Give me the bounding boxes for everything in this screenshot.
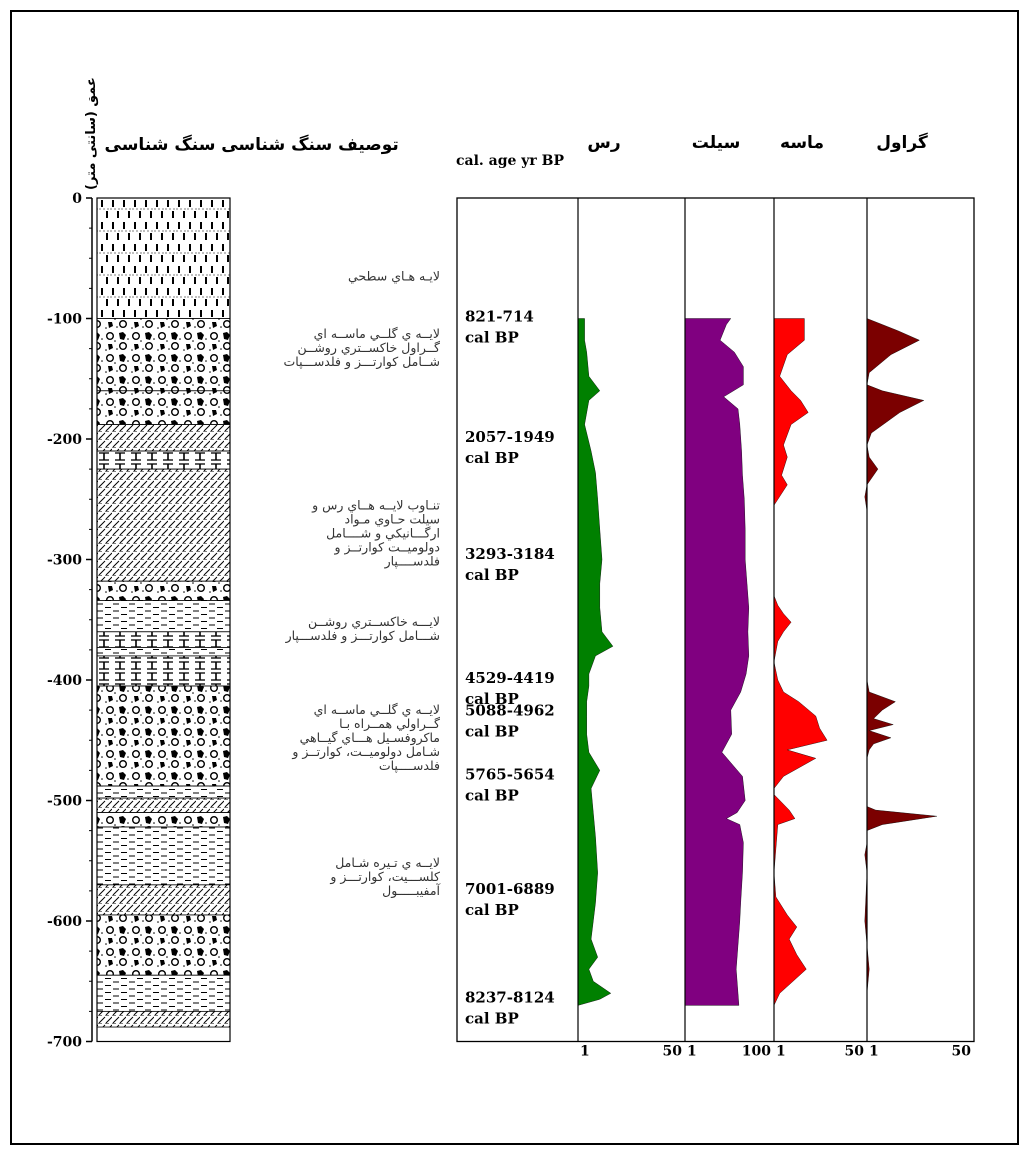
description-line: تنـاوب لايــه هــاي رس و	[311, 497, 440, 513]
age-range: 821-714	[465, 308, 534, 326]
depth-tick-label: -300	[47, 553, 82, 569]
lithology-unit-dolo	[96, 450, 231, 470]
lithology-unit-hatch	[96, 424, 231, 452]
lithology-header: سنگ شناسی	[105, 134, 216, 155]
lithology-unit-gravel	[96, 318, 231, 392]
description-line: فلدســــپات	[379, 758, 440, 773]
age-unit: cal BP	[465, 723, 519, 741]
lithology-unit-hatch	[96, 468, 231, 582]
description-line: شـــامل كوارتـــز و فلدســـپار	[285, 628, 440, 644]
description-line: كلســـيت، كوارتـــز و	[329, 869, 440, 885]
grain-size-curves	[577, 318, 937, 1006]
age-range: 4529-4419	[465, 669, 555, 687]
age-unit: cal BP	[465, 566, 519, 584]
description-line: لايــه ي تـيره شـامل	[335, 855, 440, 871]
lithology-unit-gravel	[96, 914, 231, 976]
age-range: 5765-5654	[465, 765, 555, 783]
age-unit: cal BP	[465, 449, 519, 467]
lithology-unit-gravel	[96, 812, 231, 828]
age-range: 5088-4962	[465, 702, 555, 720]
description-line: آمفيبـــــول	[382, 883, 440, 899]
age-unit: cal BP	[465, 786, 519, 804]
curve-sand	[773, 318, 828, 1006]
curve-silt	[684, 318, 750, 1006]
age-range: 7001-6889	[465, 880, 555, 898]
description-line: لايـه هـاي سطحي	[348, 268, 440, 283]
silt-scale-min: 1	[687, 1044, 697, 1060]
sand-header: ماسه	[780, 133, 824, 153]
lithology-unit-dash	[96, 974, 231, 1012]
lithology-unit-dolo	[96, 655, 231, 687]
description-line: لايــه ي گلــي ماســه اي	[314, 702, 440, 717]
age-range: 8237-8124	[465, 988, 555, 1006]
sand-scale-min: 1	[776, 1044, 786, 1060]
lithology-unit-hatch	[96, 1010, 231, 1028]
description-line: لايــه ي گلــي ماســه اي	[314, 326, 440, 341]
lithology-unit-gravel	[96, 580, 231, 601]
description-line: فلدســــپار	[384, 553, 440, 569]
description-line: سيلت حـاوي مـواد	[345, 511, 440, 527]
description-line: شــامل كوارتـــز و فلدســـپات	[284, 354, 441, 370]
silt-scale-max: 100	[742, 1044, 771, 1060]
lithology-unit-hatch	[96, 884, 231, 916]
age-unit: cal BP	[465, 1009, 519, 1027]
age-range: 2057-1949	[465, 428, 555, 446]
grain-size-panel	[456, 197, 975, 1043]
clay-scale-max: 50	[663, 1044, 683, 1060]
depth-axis-title: عمق (سانتی متر)	[84, 77, 99, 190]
age-unit: cal BP	[465, 690, 519, 708]
gravel-scale-max: 50	[952, 1044, 972, 1060]
lithology-unit-peat	[96, 197, 231, 319]
lithology-column-border	[96, 197, 231, 1043]
depth-tick-label: -700	[47, 1035, 82, 1051]
lithology-unit-dash	[96, 826, 231, 886]
description-line: دولوميــت كوارتــز و	[333, 539, 440, 555]
silt-header: سيلت	[692, 133, 741, 153]
lithology-unit-hatch	[96, 797, 231, 813]
description-line: ارگـــانيكي و شــــامل	[326, 525, 440, 541]
depth-tick-label: -100	[47, 312, 82, 328]
description-line: گــراول خاكســتري روشــن	[297, 340, 440, 356]
depth-tick-label: -500	[47, 794, 82, 810]
age-unit: cal BP	[465, 901, 519, 919]
depth-tick-label: -400	[47, 673, 82, 689]
clay-scale-min: 1	[580, 1044, 590, 1060]
depth-tick-label: 0	[72, 191, 82, 207]
figure-frame	[10, 10, 1019, 1145]
age-column: 821-714 cal BP 2057-1949 cal BP 3293-3184 cal…	[465, 308, 555, 1028]
age-unit: cal BP	[465, 329, 519, 347]
description-line: ماكروفسـيل هـــاي گيــاهي	[300, 730, 440, 746]
panel-border	[456, 197, 975, 1043]
description-line: شـامل دولوميــت، كوارتــز و	[291, 744, 440, 760]
lithology-unit-gravel	[96, 390, 231, 425]
gravel-scale-min: 1	[869, 1044, 879, 1060]
lithology-unit-gravel	[96, 685, 231, 787]
age-range: 3293-3184	[465, 545, 555, 563]
description-header: توصیف سنگ شناسی	[221, 134, 399, 155]
lithology-column	[96, 197, 231, 1043]
lithology-unit-dash	[96, 600, 231, 633]
scale-labels: 1 50 1 100 1 50 1 50	[580, 1044, 971, 1060]
clay-header: رس	[587, 133, 620, 153]
depth-tick-label: -600	[47, 914, 82, 930]
curve-gravel	[864, 318, 937, 1006]
description-line: لايـــه خاكســتري روشــن	[308, 614, 440, 630]
curve-clay	[577, 318, 614, 1006]
age-header: cal. age yr BP	[456, 153, 565, 169]
lithology-unit-dash	[96, 785, 231, 799]
sand-scale-max: 50	[845, 1044, 865, 1060]
lithology-unit-dash	[96, 647, 231, 657]
description-line: گــراولي همــراه بـا	[339, 716, 440, 732]
gravel-header: گراول	[876, 132, 928, 153]
depth-tick-label: -200	[47, 432, 82, 448]
depth-axis: 0 -100 -200 -300 -400 -500 -600 -700	[47, 191, 93, 1051]
lithology-unit-dolo	[96, 631, 231, 648]
